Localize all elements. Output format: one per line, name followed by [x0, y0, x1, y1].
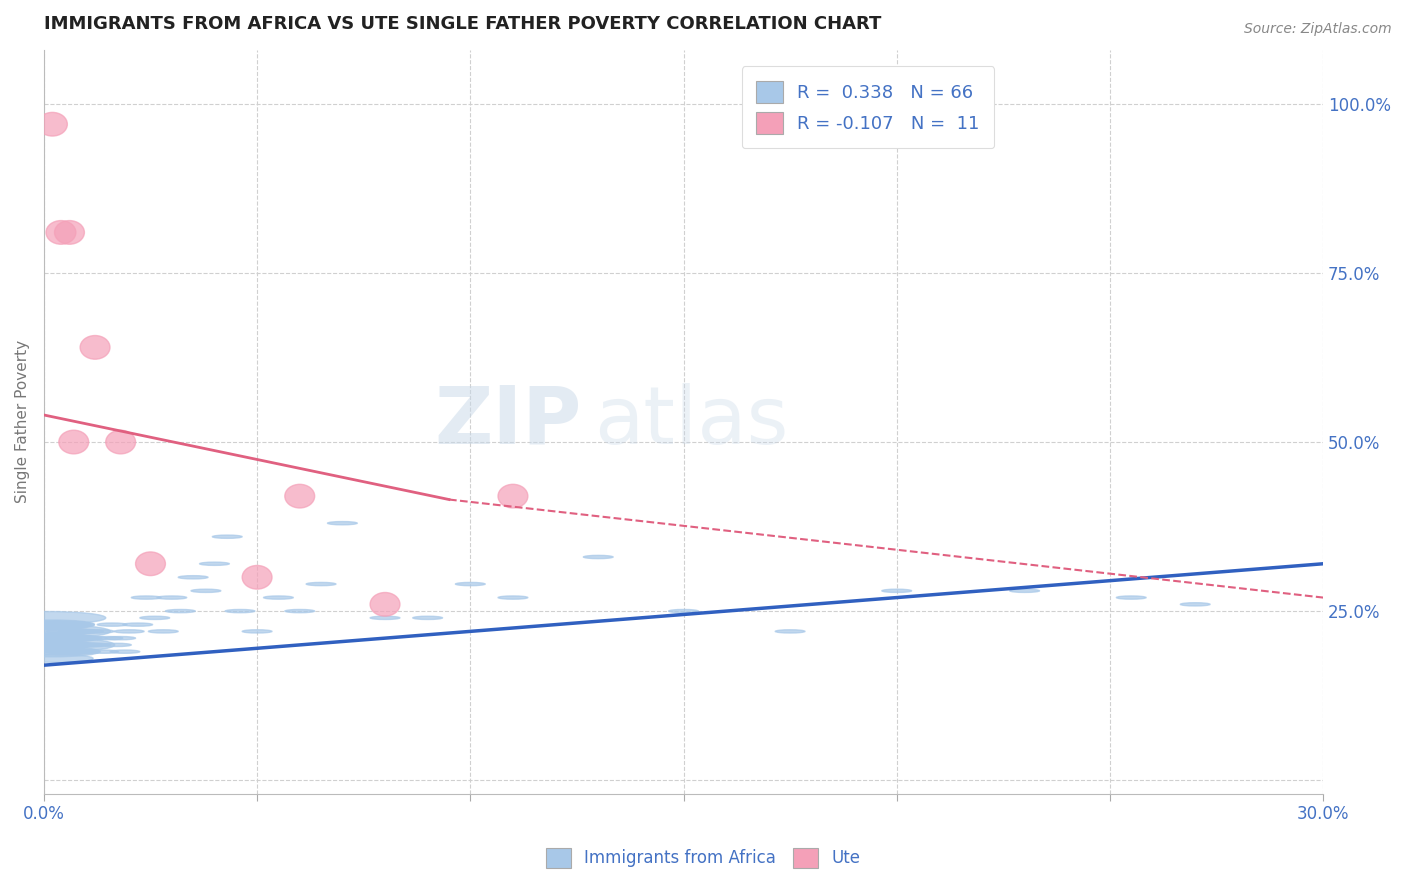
Ellipse shape [669, 609, 699, 613]
Ellipse shape [97, 623, 127, 626]
Text: ZIP: ZIP [434, 383, 581, 461]
Ellipse shape [0, 624, 111, 638]
Ellipse shape [25, 641, 89, 648]
Ellipse shape [157, 596, 187, 599]
Ellipse shape [456, 582, 485, 586]
Ellipse shape [52, 636, 96, 640]
Ellipse shape [307, 582, 336, 586]
Ellipse shape [46, 649, 93, 654]
Ellipse shape [122, 623, 153, 626]
Text: atlas: atlas [593, 383, 789, 461]
Ellipse shape [1181, 603, 1211, 606]
Ellipse shape [179, 575, 208, 579]
Ellipse shape [0, 638, 115, 652]
Ellipse shape [370, 616, 399, 619]
Ellipse shape [1116, 596, 1146, 599]
Text: IMMIGRANTS FROM AFRICA VS UTE SINGLE FATHER POVERTY CORRELATION CHART: IMMIGRANTS FROM AFRICA VS UTE SINGLE FAT… [44, 15, 882, 33]
Ellipse shape [105, 430, 135, 454]
Ellipse shape [882, 590, 911, 592]
Ellipse shape [0, 612, 105, 624]
Ellipse shape [69, 643, 104, 647]
Ellipse shape [242, 630, 271, 633]
Ellipse shape [139, 616, 170, 619]
Ellipse shape [498, 484, 527, 508]
Ellipse shape [20, 655, 93, 663]
Ellipse shape [200, 562, 229, 566]
Legend: Immigrants from Africa, Ute: Immigrants from Africa, Ute [540, 841, 866, 875]
Ellipse shape [149, 630, 179, 633]
Ellipse shape [114, 630, 143, 633]
Ellipse shape [105, 637, 135, 640]
Ellipse shape [34, 635, 89, 641]
Ellipse shape [775, 630, 806, 633]
Ellipse shape [328, 522, 357, 524]
Ellipse shape [41, 635, 90, 640]
Ellipse shape [52, 649, 94, 654]
Ellipse shape [59, 629, 97, 633]
Ellipse shape [48, 642, 91, 648]
Legend: R =  0.338   N = 66, R = -0.107   N =  11: R = 0.338 N = 66, R = -0.107 N = 11 [741, 66, 994, 148]
Ellipse shape [13, 640, 91, 649]
Ellipse shape [75, 636, 107, 640]
Ellipse shape [93, 637, 122, 640]
Ellipse shape [285, 609, 315, 613]
Ellipse shape [63, 636, 101, 640]
Ellipse shape [80, 335, 110, 359]
Text: Source: ZipAtlas.com: Source: ZipAtlas.com [1244, 22, 1392, 37]
Ellipse shape [10, 620, 94, 629]
Ellipse shape [69, 630, 104, 633]
Ellipse shape [166, 609, 195, 613]
Ellipse shape [32, 648, 90, 655]
Ellipse shape [39, 622, 91, 627]
Ellipse shape [80, 643, 111, 647]
Ellipse shape [24, 621, 90, 628]
Ellipse shape [58, 643, 98, 647]
Ellipse shape [1010, 590, 1039, 592]
Ellipse shape [101, 643, 131, 647]
Ellipse shape [55, 220, 84, 244]
Ellipse shape [8, 633, 97, 643]
Ellipse shape [38, 642, 91, 648]
Ellipse shape [6, 647, 100, 657]
Ellipse shape [212, 535, 242, 539]
Ellipse shape [53, 623, 94, 627]
Ellipse shape [225, 609, 254, 613]
Ellipse shape [59, 430, 89, 454]
Ellipse shape [191, 590, 221, 592]
Ellipse shape [135, 552, 166, 575]
Ellipse shape [263, 596, 294, 599]
Ellipse shape [370, 592, 399, 616]
Ellipse shape [22, 634, 91, 642]
Ellipse shape [110, 650, 139, 653]
Ellipse shape [413, 616, 443, 619]
Ellipse shape [285, 484, 315, 508]
Ellipse shape [583, 556, 613, 558]
Ellipse shape [84, 630, 114, 633]
Ellipse shape [31, 628, 91, 634]
Y-axis label: Single Father Poverty: Single Father Poverty [15, 340, 30, 503]
Ellipse shape [242, 566, 271, 589]
Ellipse shape [498, 596, 527, 599]
Ellipse shape [131, 596, 162, 599]
Ellipse shape [46, 629, 93, 634]
Ellipse shape [65, 649, 100, 654]
Ellipse shape [46, 220, 76, 244]
Ellipse shape [38, 112, 67, 136]
Ellipse shape [89, 650, 118, 653]
